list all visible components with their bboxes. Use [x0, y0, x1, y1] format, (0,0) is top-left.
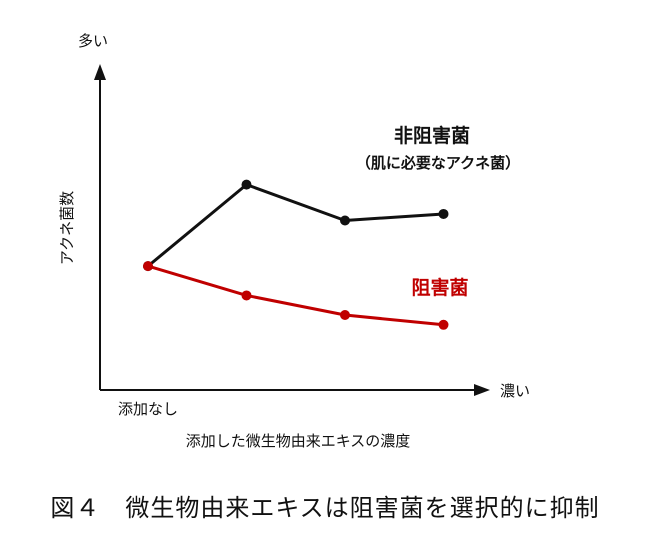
data-point-0-3: [438, 208, 449, 219]
x-axis-label: 添加した微生物由来エキスの濃度: [186, 432, 411, 450]
y-axis-top-label: 多い: [78, 32, 108, 50]
series-label-inhibited: 阻害菌: [411, 276, 468, 299]
series-0: [143, 179, 449, 272]
series-note-non-inhibited: （肌に必要なアクネ菌）: [356, 154, 520, 172]
data-point-0-1: [241, 179, 252, 190]
x-tick-label-0: 添加なし: [118, 400, 178, 418]
data-point-1-1: [241, 290, 252, 301]
y-axis-arrow: [94, 64, 106, 80]
x-axis-arrow: [474, 384, 490, 396]
data-point-1-0: [143, 261, 153, 272]
data-point-1-2: [340, 310, 350, 321]
series-line-0: [147, 183, 444, 268]
x-axis-end-label: 濃い: [500, 382, 530, 400]
data-point-1-3: [438, 319, 449, 330]
data-point-0-2: [340, 215, 350, 226]
series-line-1: [147, 264, 444, 327]
figure-caption: 図４ 微生物由来エキスは阻害菌を選択的に抑制: [50, 494, 600, 522]
series-label-non-inhibited: 非阻害菌: [394, 124, 470, 147]
y-axis-label: アクネ菌数: [58, 191, 76, 265]
series-1: [143, 261, 449, 330]
line-chart: 多い 濃い アクネ菌数 添加なし 添加した微生物由来エキスの濃度 非阻害菌 （肌…: [58, 32, 530, 450]
